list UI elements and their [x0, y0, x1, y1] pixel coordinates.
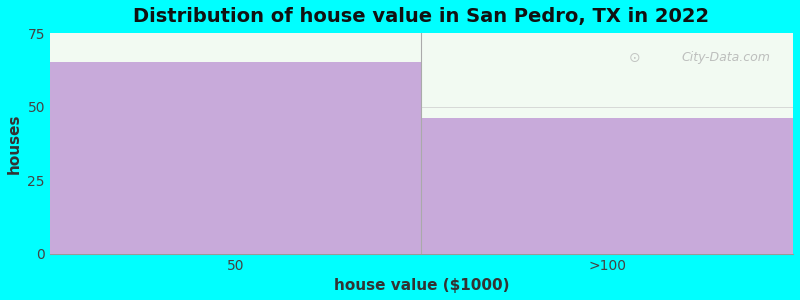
Text: City-Data.com: City-Data.com — [682, 51, 770, 64]
Bar — [422, 118, 793, 254]
Title: Distribution of house value in San Pedro, TX in 2022: Distribution of house value in San Pedro… — [134, 7, 710, 26]
Y-axis label: houses: houses — [7, 113, 22, 174]
Text: ⊙: ⊙ — [629, 51, 641, 65]
X-axis label: house value ($1000): house value ($1000) — [334, 278, 510, 293]
Bar — [50, 62, 422, 254]
